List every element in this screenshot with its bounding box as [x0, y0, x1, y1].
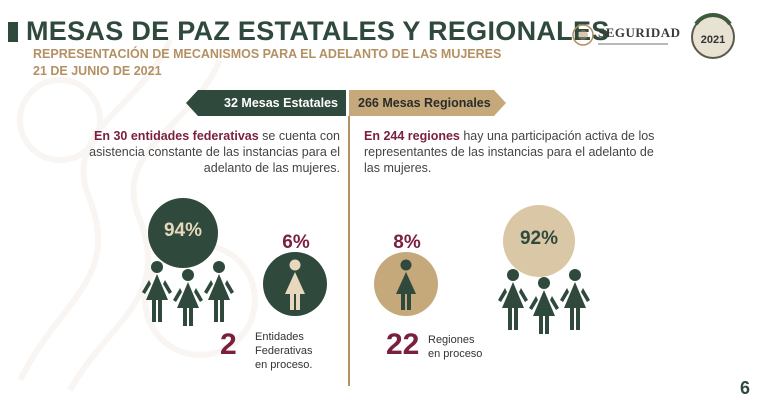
woman-icon — [396, 259, 416, 310]
women-group-icon — [142, 261, 234, 326]
right-majority-circle — [503, 205, 575, 277]
tab-mesas-estatales: 32 Mesas Estatales — [186, 90, 346, 116]
seguridad-logo: SEGURIDAD — [572, 24, 681, 46]
page-date: 21 DE JUNIO DE 2021 — [33, 64, 162, 78]
woman-icon — [285, 259, 305, 310]
title-accent-bar — [8, 22, 18, 42]
right-pending-label-line1: Regiones — [428, 334, 475, 346]
left-pending-label-line2: Federativas — [255, 345, 313, 357]
left-minority-percentage: 6% — [282, 232, 310, 253]
page-subtitle: REPRESENTACIÓN DE MECANISMOS PARA EL ADE… — [33, 47, 502, 61]
right-description-text: hay una participación activa de los repr… — [364, 129, 655, 175]
left-majority-circle — [148, 198, 218, 268]
left-description-bold: En 30 entidades federativas — [94, 129, 259, 143]
right-majority-percentage: 92% — [519, 228, 559, 249]
left-description-text: se cuenta con asistencia constante de la… — [89, 129, 340, 175]
page-number: 6 — [739, 378, 750, 398]
right-minority-percentage: 8% — [393, 232, 421, 253]
right-description-bold: En 244 regiones — [364, 129, 460, 143]
right-description: En 244 regiones hay una participación ac… — [364, 128, 664, 176]
left-pending-label: Entidades Federativas en proceso. — [255, 330, 312, 372]
women-group-icon — [498, 269, 590, 334]
government-seal-icon — [572, 24, 594, 46]
left-pending-label-line3: en proceso. — [255, 359, 313, 371]
tab-mesas-regionales-label: 266 Mesas Regionales — [358, 96, 491, 110]
commemorative-2021-logo: 2021 — [691, 13, 735, 59]
right-pending-label-line2: en proceso — [428, 348, 483, 360]
seguridad-logo-text: SEGURIDAD — [598, 25, 681, 40]
left-description: En 30 entidades federativas se cuenta co… — [84, 128, 340, 176]
left-pending-label-line1: Entidades — [255, 331, 304, 343]
logo-year-text: 2021 — [701, 34, 725, 46]
right-pending-label: Regiones en proceso — [428, 333, 482, 361]
left-majority-percentage: 94% — [163, 220, 203, 241]
tab-mesas-regionales: 266 Mesas Regionales — [349, 90, 506, 116]
left-pending-count: 2 — [220, 328, 237, 361]
right-pending-count: 22 — [386, 328, 420, 361]
center-divider — [348, 116, 350, 386]
page-title: MESAS DE PAZ ESTATALES Y REGIONALES — [26, 16, 610, 46]
tab-mesas-estatales-label: 32 Mesas Estatales — [224, 96, 338, 110]
